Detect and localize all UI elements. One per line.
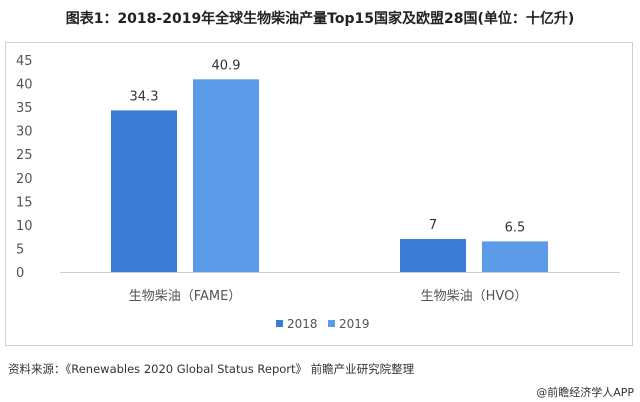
data-label: 6.5 — [505, 220, 526, 235]
source-note: 资料来源：《Renewables 2020 Global Status Repo… — [8, 362, 415, 376]
bar-2018 — [400, 239, 466, 272]
y-tick-label: 20 — [16, 172, 33, 187]
data-label: 7 — [429, 218, 437, 233]
legend-label: 2018 — [287, 317, 318, 331]
y-tick-label: 0 — [16, 266, 24, 281]
y-tick-label: 5 — [16, 242, 24, 257]
y-tick-label: 45 — [16, 54, 33, 69]
legend-swatch-2018 — [276, 320, 283, 327]
legend-label: 2019 — [339, 317, 370, 331]
legend-swatch-2019 — [328, 320, 335, 327]
bar-2019 — [482, 241, 548, 272]
y-tick-label: 30 — [16, 125, 33, 140]
chart-title: 图表1：2018-2019年全球生物柴油产量Top15国家及欧盟28国(单位：十… — [65, 11, 575, 27]
y-tick-label: 10 — [16, 219, 33, 234]
y-tick-label: 40 — [16, 78, 33, 93]
data-label: 34.3 — [130, 89, 159, 104]
bar-2018 — [111, 110, 177, 272]
category-label: 生物柴油（FAME） — [129, 289, 242, 304]
y-tick-label: 15 — [16, 195, 33, 210]
data-label: 40.9 — [212, 58, 241, 73]
category-label: 生物柴油（HVO） — [421, 289, 528, 304]
y-tick-label: 25 — [16, 148, 33, 163]
chart-frame — [5, 42, 633, 346]
bar-2019 — [193, 79, 259, 272]
credit-text: @前瞻经济学人APP — [536, 386, 634, 399]
y-tick-label: 35 — [16, 101, 33, 116]
